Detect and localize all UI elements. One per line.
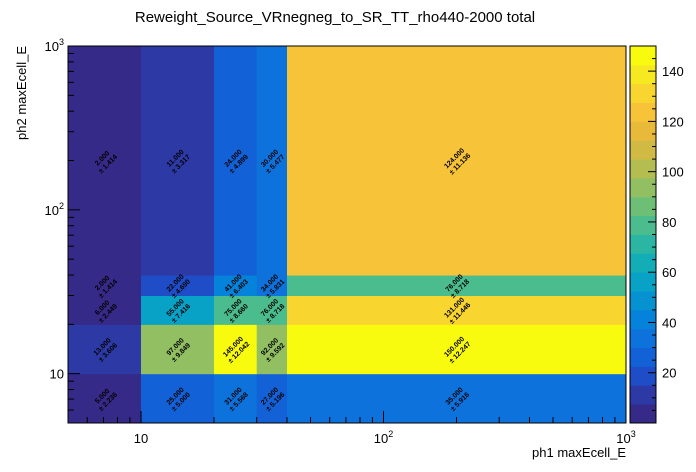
heatmap-cell xyxy=(68,275,142,297)
heatmap-cell xyxy=(213,324,258,375)
colorbar-segment xyxy=(630,328,656,348)
colorbar-segment xyxy=(630,64,656,85)
colorbar-tick-label: 80 xyxy=(662,215,676,230)
colorbar-tick-label: 100 xyxy=(662,165,684,180)
plot-frame xyxy=(67,45,627,424)
colorbar-segment xyxy=(630,159,656,179)
y-tick-label: 103 xyxy=(45,37,64,54)
chart-title: Reweight_Source_VRnegneg_to_SR_TT_rho440… xyxy=(135,9,535,26)
heatmap-cell xyxy=(140,46,215,276)
y-axis-label: ph2 maxEcell_E xyxy=(14,46,29,140)
colorbar-segment xyxy=(630,272,656,292)
colorbar-segment xyxy=(630,121,656,141)
colorbar-tick-label: 20 xyxy=(662,366,676,381)
heatmap-cell xyxy=(256,324,288,375)
colorbar-segment xyxy=(630,291,656,311)
heatmap-cell xyxy=(256,295,288,325)
heatmap-cell xyxy=(68,295,142,325)
x-axis-label: ph1 maxEcell_E xyxy=(532,445,626,460)
colorbar-segment xyxy=(630,366,656,386)
colorbar-segment xyxy=(630,309,656,330)
heatmap-cell xyxy=(256,373,288,424)
colorbar-tick-label: 140 xyxy=(662,64,684,79)
heatmap-cell xyxy=(68,324,142,375)
heatmap-cell xyxy=(213,275,258,297)
axes: 10 102 103 10 102 103 xyxy=(45,37,636,446)
colorbar-segment xyxy=(630,177,656,198)
colorbar-segment xyxy=(630,196,656,217)
heatmap-cell xyxy=(286,324,627,375)
colorbar-segment xyxy=(630,385,656,405)
heatmap-cells xyxy=(68,46,627,424)
colorbar-segment xyxy=(630,140,656,160)
heatmap-cell xyxy=(140,373,215,424)
heatmap-cell xyxy=(68,373,142,424)
x-tick-label: 10 xyxy=(134,431,148,446)
x-tick-label: 103 xyxy=(616,429,635,446)
colorbar-segment xyxy=(630,234,656,254)
heatmap-cell xyxy=(213,373,258,424)
heatmap-cell xyxy=(213,295,258,325)
heatmap-cell xyxy=(140,275,215,297)
colorbar-segment xyxy=(630,83,656,103)
heatmap-cell xyxy=(286,46,627,276)
heatmap-cell xyxy=(68,46,142,276)
colorbar-segment xyxy=(630,347,656,367)
colorbar-tick-label: 40 xyxy=(662,315,676,330)
heatmap-cell xyxy=(213,46,258,276)
heatmap-cell xyxy=(140,324,215,375)
colorbar-tick-label: 120 xyxy=(662,114,684,129)
colorbar-segment xyxy=(630,215,656,235)
heatmap-cell xyxy=(286,295,627,325)
x-tick-label: 102 xyxy=(374,429,393,446)
color-scale-bar: 20 40 60 80 100 120 140 xyxy=(629,45,684,424)
heatmap-cell xyxy=(286,373,627,424)
colorbar-segment xyxy=(630,253,656,273)
colorbar-segment xyxy=(630,102,656,122)
heatmap-cell xyxy=(286,275,627,297)
heatmap-cell xyxy=(256,46,288,276)
colorbar-tick-label: 60 xyxy=(662,265,676,280)
colorbar-segment xyxy=(630,404,656,424)
y-tick-label: 10 xyxy=(50,367,64,382)
colorbar-segment xyxy=(630,46,656,66)
y-tick-label: 102 xyxy=(45,201,64,218)
heatmap-cell xyxy=(256,275,288,297)
heatmap-cell xyxy=(140,295,215,325)
